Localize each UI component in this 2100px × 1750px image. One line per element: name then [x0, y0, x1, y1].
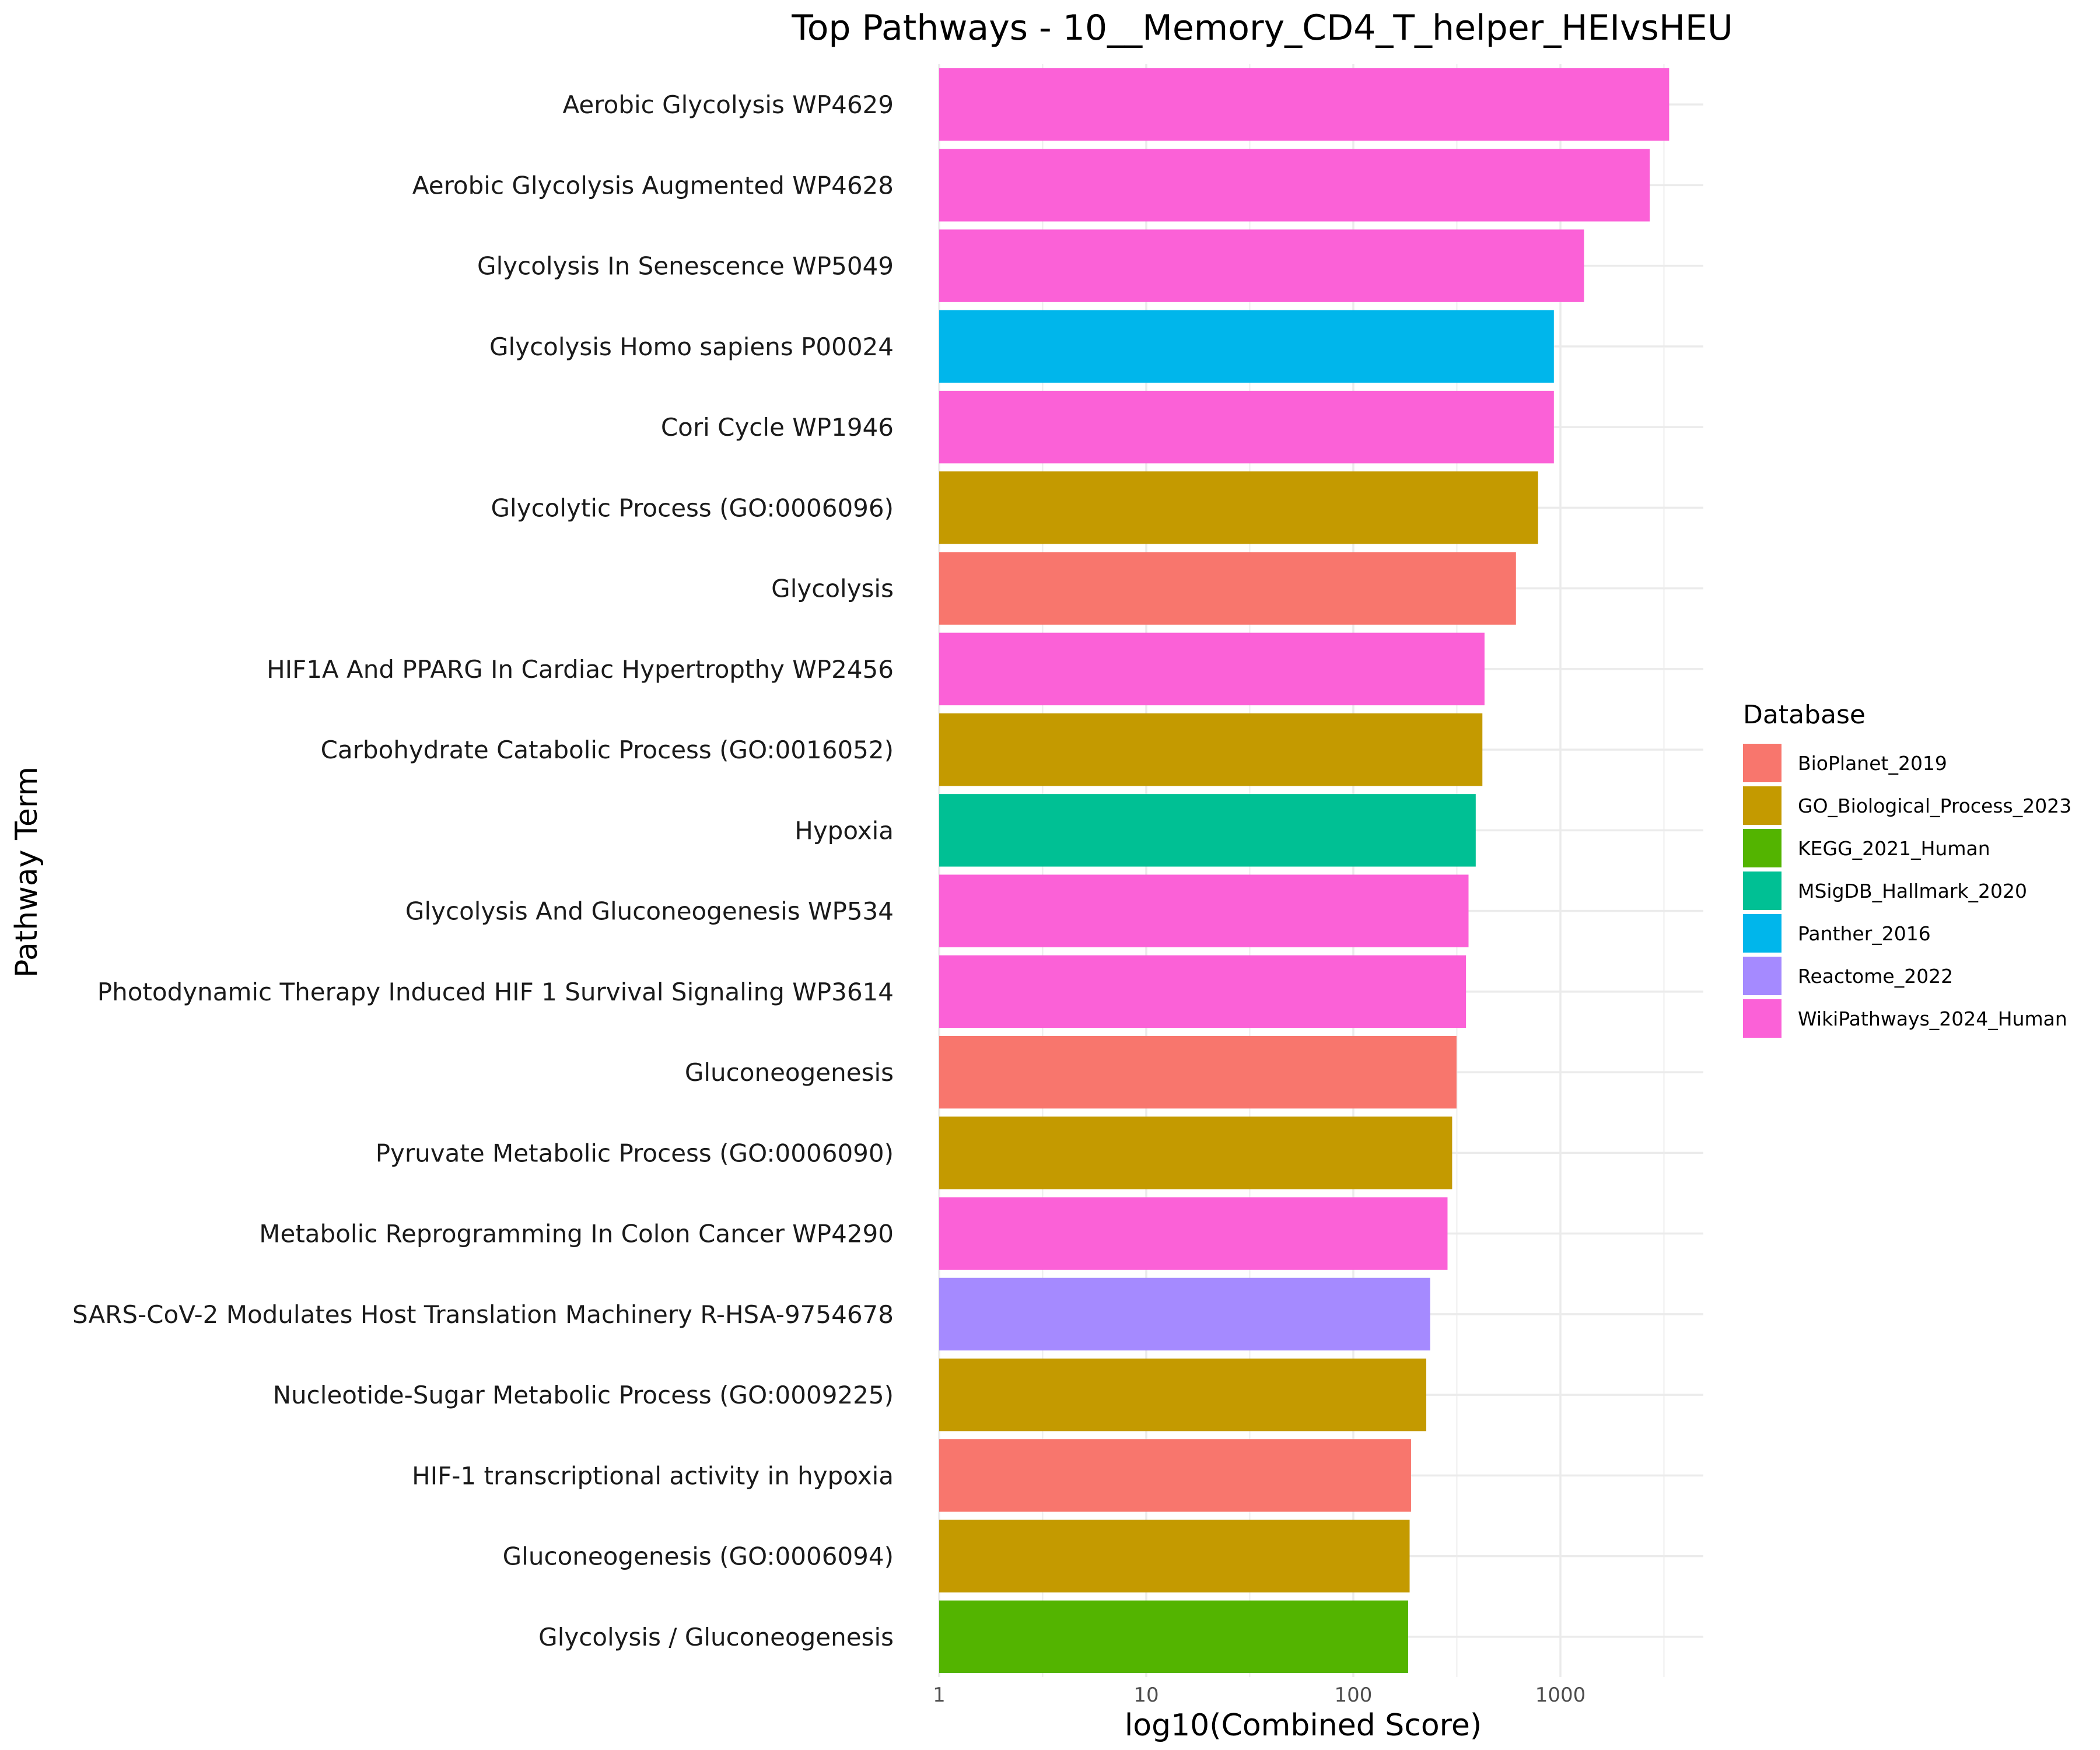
- y-tick-label: Glycolysis: [771, 575, 894, 603]
- legend-swatch: [1743, 786, 1782, 825]
- y-tick-label: Aerobic Glycolysis WP4629: [562, 90, 894, 119]
- bar: [939, 1439, 1411, 1512]
- bar: [939, 149, 1650, 222]
- x-tick-label: 1: [933, 1684, 946, 1707]
- y-tick-label: Hypoxia: [794, 816, 894, 845]
- bar: [939, 1600, 1409, 1674]
- y-axis-title: Pathway Term: [9, 766, 44, 978]
- x-tick-label: 1000: [1535, 1684, 1586, 1707]
- y-tick-label: Glycolytic Process (GO:0006096): [491, 494, 894, 522]
- y-tick-label: HIF-1 transcriptional activity in hypoxi…: [412, 1461, 894, 1490]
- y-tick-label: Glycolysis And Gluconeogenesis WP534: [405, 897, 894, 926]
- bar: [939, 471, 1538, 544]
- legend-items: BioPlanet_2019 GO_Biological_Process_2023…: [1743, 744, 2071, 1038]
- y-axis-tick-labels: Aerobic Glycolysis WP4629 Aerobic Glycoly…: [72, 90, 894, 1651]
- chart-title: Top Pathways - 10__Memory_CD4_T_helper_H…: [791, 8, 1733, 48]
- y-tick-label: SARS-CoV-2 Modulates Host Translation Ma…: [72, 1300, 894, 1329]
- legend-label: Panther_2016: [1798, 922, 1931, 945]
- y-tick-label: Glycolysis In Senescence WP5049: [477, 252, 894, 281]
- x-axis-tick-labels: 1 10 100 1000: [933, 1684, 1586, 1707]
- x-tick-label: 10: [1133, 1684, 1158, 1707]
- bar: [939, 794, 1476, 867]
- legend-title: Database: [1743, 700, 1866, 730]
- bar: [939, 552, 1516, 625]
- y-tick-label: Carbohydrate Catabolic Process (GO:00160…: [321, 736, 894, 764]
- y-tick-label: Metabolic Reprogramming In Colon Cancer …: [259, 1220, 894, 1248]
- legend-label: Reactome_2022: [1798, 965, 1953, 988]
- bar: [939, 1358, 1427, 1432]
- legend-label: MSigDB_Hallmark_2020: [1798, 880, 2027, 902]
- y-tick-label: Photodynamic Therapy Induced HIF 1 Survi…: [97, 978, 894, 1006]
- bar: [939, 68, 1670, 141]
- legend: Database BioPlanet_2019 GO_Biological_Pro…: [1743, 700, 2071, 1038]
- x-axis-title: log10(Combined Score): [1125, 1708, 1482, 1743]
- bar: [939, 310, 1554, 383]
- legend-swatch: [1743, 914, 1782, 953]
- legend-swatch: [1743, 872, 1782, 910]
- y-tick-label: Nucleotide-Sugar Metabolic Process (GO:0…: [273, 1381, 894, 1409]
- y-tick-label: Gluconeogenesis (GO:0006094): [503, 1542, 894, 1571]
- legend-label: GO_Biological_Process_2023: [1798, 794, 2071, 817]
- bar: [939, 1197, 1448, 1270]
- y-tick-label: Glycolysis Homo sapiens P00024: [489, 332, 894, 361]
- legend-swatch: [1743, 957, 1782, 995]
- legend-label: WikiPathways_2024_Human: [1798, 1007, 2067, 1030]
- bar: [939, 1278, 1430, 1351]
- y-tick-label: Cori Cycle WP1946: [661, 413, 894, 442]
- legend-label: KEGG_2021_Human: [1798, 837, 1990, 860]
- bar: [939, 390, 1554, 464]
- bar: [939, 1035, 1457, 1109]
- bar: [939, 1520, 1410, 1592]
- y-tick-label: Glycolysis / Gluconeogenesis: [538, 1623, 894, 1651]
- legend-swatch: [1743, 829, 1782, 867]
- x-tick-label: 100: [1335, 1684, 1373, 1707]
- bar: [939, 713, 1483, 786]
- y-tick-label: HIF1A And PPARG In Cardiac Hypertropthy …: [267, 655, 894, 684]
- legend-swatch: [1743, 999, 1782, 1038]
- legend-label: BioPlanet_2019: [1798, 752, 1947, 775]
- bar: [939, 874, 1469, 947]
- y-tick-label: Pyruvate Metabolic Process (GO:0006090): [376, 1139, 894, 1167]
- bar: [939, 1116, 1452, 1189]
- y-tick-label: Gluconeogenesis: [685, 1058, 894, 1087]
- legend-swatch: [1743, 744, 1782, 782]
- y-tick-label: Aerobic Glycolysis Augmented WP4628: [412, 171, 894, 200]
- bar: [939, 632, 1485, 706]
- bar-series: [939, 68, 1670, 1674]
- bar: [939, 955, 1466, 1028]
- bar: [939, 229, 1584, 302]
